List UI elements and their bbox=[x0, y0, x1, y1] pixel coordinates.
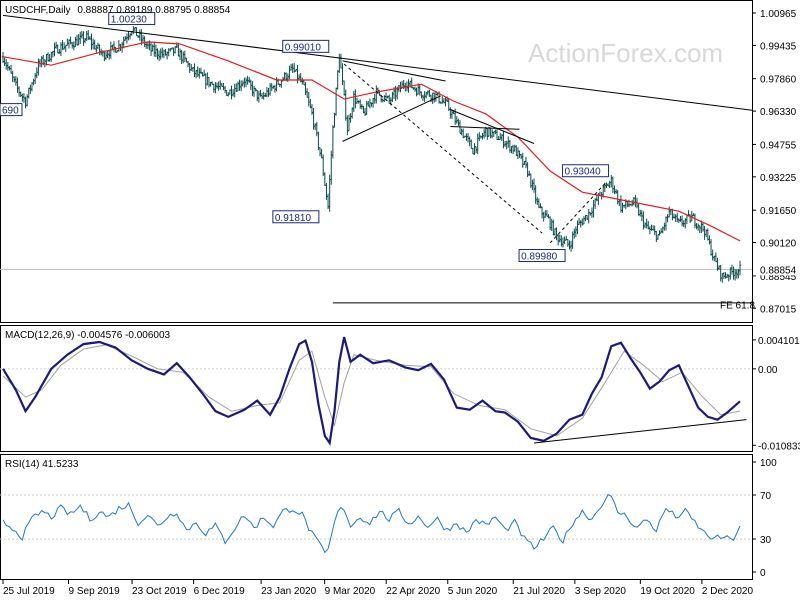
date-tick-label: 9 Sep 2019 bbox=[69, 586, 121, 597]
annotation-text: 0.99010 bbox=[285, 42, 322, 53]
annotation-text: 0.89980 bbox=[521, 252, 558, 263]
macd-line bbox=[2, 336, 741, 446]
price-annotation: 690 bbox=[0, 103, 23, 117]
annotation-text: 1.00230 bbox=[111, 15, 148, 26]
price-tick-label: 0.87015 bbox=[760, 304, 797, 315]
annotation-box bbox=[108, 12, 156, 26]
annotation-text: 690 bbox=[2, 106, 19, 117]
current-price-tag: 0.88854 bbox=[753, 263, 800, 276]
date-tick-label: 25 Jul 2019 bbox=[3, 586, 55, 597]
price-tick-label: 0.93225 bbox=[760, 173, 797, 184]
price-annotation: 0.89980 bbox=[518, 249, 566, 263]
date-tick-label: 2 Dec 2020 bbox=[702, 586, 754, 597]
annotation-text: 0.93040 bbox=[565, 167, 602, 178]
ohlc-values: 0.88887 0.89189 0.88795 0.88854 bbox=[77, 5, 230, 16]
date-tick-label: 3 Sep 2020 bbox=[575, 586, 627, 597]
macd-header: MACD(12,26,9) -0.004576 -0.006003 bbox=[5, 330, 171, 341]
rsi-tick-label: 100 bbox=[760, 458, 777, 469]
date-tick-label: 23 Jan 2020 bbox=[261, 586, 316, 597]
annotation-box bbox=[518, 249, 566, 263]
annotation-box bbox=[0, 103, 23, 117]
macd-tick-label: 0.004101 bbox=[758, 336, 800, 347]
price-annotation: 0.93040 bbox=[562, 164, 610, 178]
macd-panel-frame bbox=[0, 325, 753, 452]
rsi-header: RSI(14) 41.5233 bbox=[5, 459, 79, 470]
trendline bbox=[450, 109, 535, 144]
price-tick-label: 0.97860 bbox=[760, 75, 797, 86]
date-tick-label: 21 Jul 2020 bbox=[513, 586, 565, 597]
trendline bbox=[342, 95, 441, 142]
rsi-tick-label: 30 bbox=[760, 535, 772, 546]
trendline bbox=[342, 60, 446, 82]
watermark: ActionForex.com bbox=[528, 38, 723, 68]
annotation-box bbox=[272, 210, 320, 224]
trendline bbox=[2, 14, 753, 111]
rsi-layer bbox=[0, 493, 752, 554]
date-tick-label: 9 Mar 2020 bbox=[325, 586, 376, 597]
price-tick-label: 0.94755 bbox=[760, 140, 797, 151]
macd-tick-label: -0.010833 bbox=[758, 441, 800, 452]
macd-tick-label: 0.00 bbox=[758, 365, 778, 376]
macd-layer bbox=[0, 336, 752, 446]
price-annotation: 0.91810 bbox=[272, 210, 320, 224]
axis-layer: 1.00965 0.99435 0.97860 0.96330 0.94755 0.932… bbox=[2, 9, 800, 597]
price-tick-label: 1.00965 bbox=[760, 9, 797, 20]
current-price-value: 0.88854 bbox=[760, 265, 797, 276]
symbol-label: USDCHF,Daily bbox=[5, 5, 71, 16]
price-panel-frame bbox=[0, 0, 753, 323]
price-tick-label: 0.96330 bbox=[760, 107, 797, 118]
annotation-box bbox=[562, 164, 610, 178]
date-tick-label: 23 Oct 2019 bbox=[132, 586, 187, 597]
rsi-tick-label: 70 bbox=[760, 491, 772, 502]
annotation-text: 0.91810 bbox=[275, 213, 312, 224]
trendline bbox=[450, 126, 520, 130]
current-price-bg bbox=[753, 263, 800, 276]
candle bbox=[738, 260, 742, 276]
price-tick-label: 0.99435 bbox=[760, 41, 797, 52]
rsi-line bbox=[2, 493, 741, 554]
moving-average-line bbox=[2, 41, 741, 242]
price-annotation: 1.00230 bbox=[108, 12, 156, 26]
price-tick-label: 0.90120 bbox=[760, 239, 797, 250]
price-layer: 1.00230 0.99010 0.91810 0.89980 0.93040 690 FE… bbox=[0, 12, 755, 311]
date-tick-label: 5 Jun 2020 bbox=[448, 586, 498, 597]
price-header: USDCHF,Daily 0.88887 0.89189 0.88795 0.8… bbox=[5, 5, 231, 16]
price-tick-label: 0.88545 bbox=[760, 272, 797, 283]
price-annotation: 0.99010 bbox=[282, 39, 330, 53]
fe-label: FE 61.8 bbox=[720, 300, 755, 311]
date-tick-label: 19 Oct 2020 bbox=[640, 586, 695, 597]
date-tick-label: 22 Apr 2020 bbox=[386, 586, 440, 597]
date-tick-label: 6 Dec 2019 bbox=[194, 586, 246, 597]
rsi-tick-label: 0 bbox=[760, 568, 766, 579]
dashed-projection-line bbox=[343, 63, 543, 234]
annotation-box bbox=[282, 39, 330, 53]
macd-trendline bbox=[533, 419, 747, 444]
price-tick-label: 0.91650 bbox=[760, 206, 797, 217]
dashed-projection-line bbox=[549, 181, 607, 244]
